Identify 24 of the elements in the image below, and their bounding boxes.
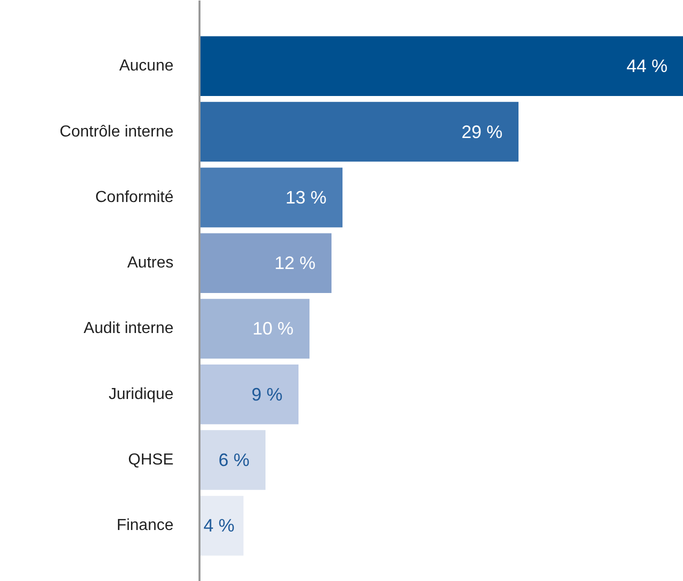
bar [200,364,298,424]
y-tick-label: Aucune [119,58,174,75]
data-label: 9 % [251,384,283,404]
data-label: 10 % [252,318,294,339]
y-tick-label: Autres [127,254,174,272]
data-label: 13 % [285,187,327,208]
y-tick-label: Juridique [108,386,174,403]
data-label: 44 % [626,56,668,76]
bar [200,298,310,359]
bar [200,168,342,228]
y-tick-label: Conformité [95,188,174,206]
bar [200,102,518,162]
data-label: 12 % [274,253,316,274]
bar [200,36,683,96]
data-label: 29 % [461,122,503,142]
bar [200,496,244,556]
bar [200,430,266,490]
data-label: 4 % [204,516,235,536]
y-tick-label: Audit interne [84,320,174,338]
bar [200,233,332,293]
data-label: 6 % [218,450,250,470]
y-tick-label: QHSE [128,452,174,469]
y-tick-label: Contrôle interne [60,123,174,140]
y-tick-label: Finance [116,517,174,534]
